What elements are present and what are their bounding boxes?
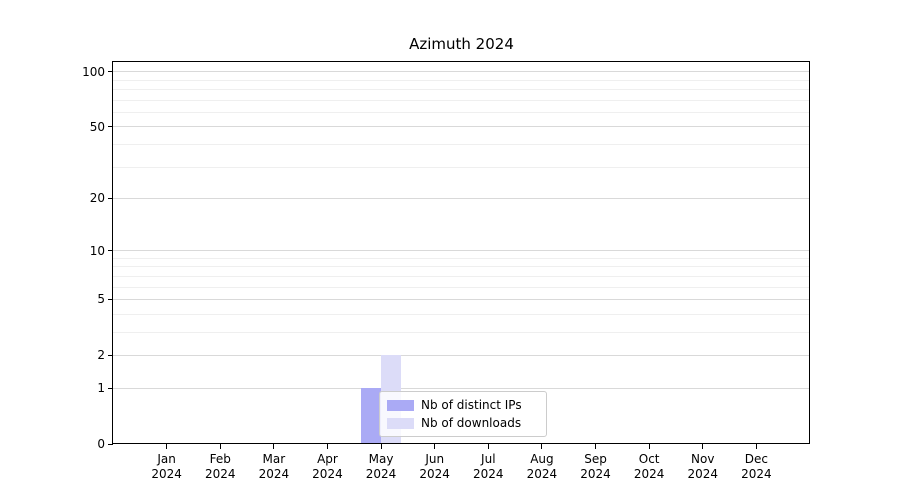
legend-swatch-distinct-ips: [387, 399, 414, 411]
x-tick-mark: [166, 444, 168, 449]
x-tick-label-year: 2024: [526, 467, 558, 481]
legend-swatch-downloads: [387, 417, 414, 429]
y-tick-label: 1: [97, 381, 105, 396]
y-tick-mark: [108, 443, 113, 445]
x-tick-label: Apr 2024: [297, 452, 357, 482]
x-tick-label-year: 2024: [741, 467, 772, 481]
x-tick-label-year: 2024: [312, 467, 343, 481]
y-tick-label: 100: [82, 64, 105, 79]
x-tick-label-month: Nov: [691, 452, 715, 466]
gridline-minor: [113, 79, 810, 81]
y-tick-mark: [108, 126, 113, 128]
gridline-minor: [113, 313, 810, 315]
x-tick-label-month: Aug: [530, 452, 554, 466]
gridline-major: [113, 387, 810, 389]
plot-area: [112, 61, 810, 444]
chart-title: Azimuth 2024: [409, 35, 514, 53]
x-tick-label: Sep 2024: [566, 452, 626, 482]
y-tick-label: 10: [89, 243, 105, 258]
x-tick-label: Oct 2024: [619, 452, 679, 482]
gridline-major: [113, 250, 810, 252]
x-tick-mark: [326, 444, 328, 449]
x-tick-label-month: Feb: [209, 452, 231, 466]
legend-entry-distinct-ips: Nb of distinct IPs: [387, 396, 540, 414]
legend: Nb of distinct IPs Nb of downloads: [379, 391, 547, 437]
x-tick-mark: [541, 444, 543, 449]
x-tick-label: Jul 2024: [458, 452, 518, 482]
y-tick-mark: [108, 71, 113, 73]
x-tick-label-month: Jan: [157, 452, 176, 466]
y-tick-mark: [108, 250, 113, 252]
x-tick-label: Nov 2024: [673, 452, 733, 482]
gridline-major: [113, 298, 810, 300]
x-tick-label: Feb 2024: [190, 452, 250, 482]
y-tick-mark: [108, 354, 113, 356]
gridline-minor: [113, 257, 810, 259]
y-tick-mark: [108, 387, 113, 389]
x-tick-label: May 2024: [351, 452, 411, 482]
x-tick-label-year: 2024: [258, 467, 290, 481]
gridline-minor: [113, 143, 810, 145]
x-tick-label-month: Apr: [317, 452, 338, 466]
y-tick-label: 0: [97, 437, 105, 451]
x-tick-mark: [219, 444, 221, 449]
x-tick-label-month: Jul: [481, 452, 496, 466]
x-tick-mark: [380, 444, 382, 449]
y-tick-label: 50: [89, 119, 105, 134]
legend-label-distinct-ips: Nb of distinct IPs: [421, 398, 522, 412]
gridline-major: [113, 126, 810, 128]
y-tick-mark: [108, 298, 113, 300]
gridline-major: [113, 197, 810, 199]
x-tick-label: Jun 2024: [405, 452, 465, 482]
x-tick-mark: [487, 444, 489, 449]
gridline-minor: [113, 111, 810, 113]
x-tick-label: Jan 2024: [137, 452, 197, 482]
x-tick-mark: [702, 444, 704, 449]
x-tick-mark: [755, 444, 757, 449]
x-tick-label-month: May: [368, 452, 394, 466]
x-tick-label-month: Oct: [638, 452, 660, 466]
x-tick-label-year: 2024: [580, 467, 611, 481]
legend-entry-downloads: Nb of downloads: [387, 414, 540, 432]
gridline-minor: [113, 286, 810, 288]
y-tick-label: 20: [89, 191, 105, 206]
x-tick-label-month: Dec: [744, 452, 768, 466]
gridline-minor: [113, 166, 810, 168]
gridline-major: [113, 71, 810, 73]
x-tick-label-year: 2024: [151, 467, 182, 481]
gridline-major: [113, 354, 810, 356]
gridline-minor: [113, 275, 810, 277]
x-tick-label-month: Sep: [584, 452, 607, 466]
gridline-minor: [113, 89, 810, 91]
x-tick-label-year: 2024: [204, 467, 236, 481]
x-tick-label-year: 2024: [687, 467, 719, 481]
x-tick-mark: [595, 444, 597, 449]
x-tick-label-year: 2024: [473, 467, 504, 481]
legend-label-downloads: Nb of downloads: [421, 416, 522, 430]
y-tick-label: 2: [97, 348, 105, 363]
x-tick-label-year: 2024: [365, 467, 397, 481]
bar-distinct-ips: [361, 388, 382, 444]
x-tick-label-year: 2024: [633, 467, 665, 481]
gridline-minor: [113, 266, 810, 268]
x-tick-label-year: 2024: [419, 467, 450, 481]
x-tick-label-month: Jun: [425, 452, 445, 466]
y-tick-label: 5: [97, 292, 105, 307]
gridline-minor: [113, 331, 810, 333]
x-tick-mark: [273, 444, 275, 449]
x-tick-label: Aug 2024: [512, 452, 572, 482]
y-tick-mark: [108, 197, 113, 199]
x-tick-label: Dec 2024: [726, 452, 786, 482]
x-tick-label: Mar 2024: [244, 452, 304, 482]
x-tick-mark: [648, 444, 650, 449]
x-tick-label-month: Mar: [262, 452, 286, 466]
x-tick-mark: [434, 444, 436, 449]
gridline-minor: [113, 99, 810, 101]
